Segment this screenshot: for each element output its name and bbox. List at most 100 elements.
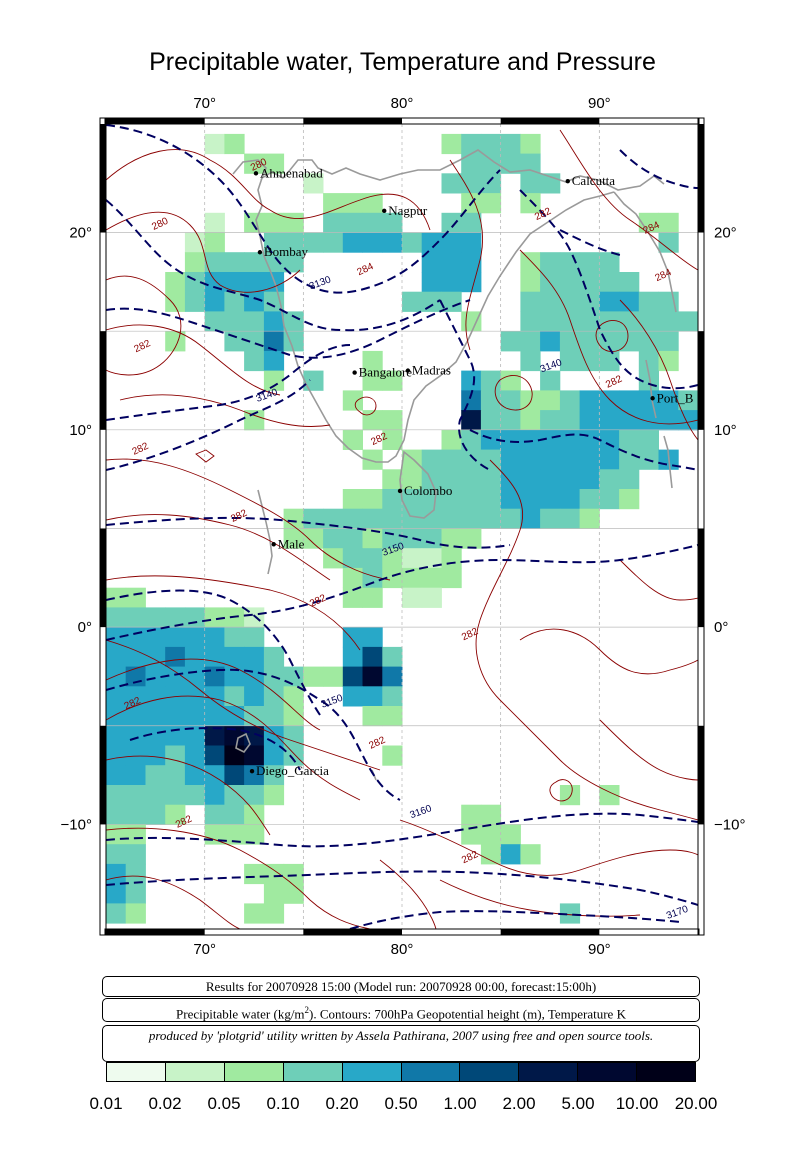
pwv-cell (106, 666, 127, 687)
pwv-cell (382, 567, 403, 589)
pwv-cell (106, 903, 127, 924)
frame-bar-bottom (500, 929, 600, 935)
pwv-cell (421, 528, 442, 549)
pwv-cell (421, 291, 442, 312)
pwv-cell (362, 587, 383, 608)
city-marker: Bombay (257, 244, 308, 259)
colorbar-segment (401, 1063, 461, 1081)
pwv-cell (263, 785, 285, 806)
pwv-cell (244, 646, 265, 668)
pwv-cell (461, 212, 482, 233)
pwv-cell (540, 449, 561, 470)
pwv-cell (599, 331, 620, 352)
pwv-cell (658, 331, 679, 352)
pwv-cell (382, 686, 403, 707)
pwv-cell (461, 824, 482, 845)
pwv-cell (619, 449, 640, 470)
frame-right-outline (697, 117, 705, 936)
pwv-cell (382, 232, 403, 253)
contour-label: 282 (308, 592, 328, 609)
frame-bar-bottom (303, 929, 402, 935)
pwv-cell (204, 252, 225, 273)
pwv-cell (599, 350, 620, 372)
pwv-cell (658, 311, 679, 332)
frame-bar-top (106, 118, 205, 124)
pwv-cell (520, 272, 541, 293)
pwv-cell (204, 607, 225, 628)
pwv-cell (106, 785, 127, 806)
pwv-cell (263, 903, 285, 924)
contour-label-text: 280 (150, 216, 170, 233)
pwv-cell (204, 765, 225, 786)
pwv-cell (579, 508, 600, 529)
pwv-cell (283, 528, 304, 549)
pwv-cell (106, 745, 127, 766)
colorbar-tick-label: 0.50 (384, 1094, 418, 1113)
colorbar (106, 1062, 696, 1082)
pwv-cell (224, 686, 245, 707)
pwv-cell (204, 745, 225, 766)
pwv-cell (619, 410, 640, 431)
pwv-cell (599, 489, 620, 510)
frame-top-outline (104, 117, 700, 125)
pwv-cell (106, 686, 127, 707)
pwv-cell (559, 311, 581, 332)
pwv-cell (106, 627, 127, 648)
city-dot (397, 488, 403, 494)
pwv-cell (520, 252, 541, 273)
contour-label-text: 282 (133, 338, 153, 355)
pwv-cell (579, 469, 600, 490)
contour-label-text: 284 (356, 261, 376, 278)
pwv-cell (303, 232, 324, 253)
colorbar-tick-label: 5.00 (561, 1094, 595, 1113)
frame-bar-left (100, 528, 106, 628)
lon-label-top: 80° (391, 95, 414, 112)
colorbar-tick-label: 0.05 (207, 1094, 241, 1113)
pwv-cell (658, 212, 679, 233)
pwv-cell (125, 863, 146, 885)
pwv-cell (579, 489, 600, 510)
pwv-cell (125, 844, 146, 865)
city-dot (271, 542, 276, 547)
pwv-cell (382, 212, 403, 233)
pwv-cell (106, 863, 127, 885)
pwv-cell (382, 410, 403, 431)
city-dot (249, 768, 255, 774)
pwv-cell (303, 528, 324, 549)
pwv-cell (106, 883, 127, 904)
lat-label-left: −10° (61, 816, 92, 833)
pwv-cell (165, 272, 186, 293)
pwv-cell (204, 706, 225, 727)
pwv-cell (402, 291, 423, 312)
pwv-cell (559, 903, 581, 924)
pwv-cell (125, 883, 146, 904)
pwv-cell (145, 745, 166, 766)
pwv-cell (480, 508, 502, 529)
pwv-cell (559, 390, 581, 411)
pwv-cell (165, 706, 186, 727)
city-label: Diego_Garcia (256, 763, 329, 778)
pwv-cell (540, 429, 561, 450)
pwv-cell (441, 508, 462, 529)
pwv-cell (421, 232, 442, 253)
pwv-cell (599, 390, 620, 411)
city-label: Colombo (404, 483, 452, 498)
city-dot (257, 250, 263, 255)
pwv-cell (520, 133, 541, 155)
pwv-cell (224, 785, 245, 806)
pwv-cell (559, 331, 581, 352)
run-info-box: Results for 20070928 15:00 (Model run: 2… (102, 976, 700, 997)
pwv-cell (125, 627, 146, 648)
pwv-cell (402, 508, 423, 529)
pwv-cell (342, 627, 363, 648)
pwv-cell (125, 824, 146, 845)
pwv-cell (540, 291, 561, 312)
pwv-cell (224, 331, 245, 352)
pwv-cell (421, 272, 442, 293)
pwv-cell (441, 232, 462, 253)
pwv-cell (106, 646, 127, 668)
pwv-cell (244, 824, 265, 845)
pwv-cell (638, 311, 659, 332)
pwv-cell (402, 528, 423, 549)
